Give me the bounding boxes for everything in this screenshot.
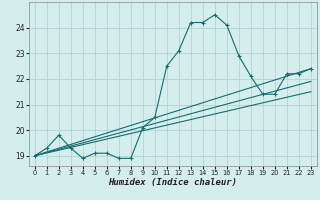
X-axis label: Humidex (Indice chaleur): Humidex (Indice chaleur) — [108, 178, 237, 187]
